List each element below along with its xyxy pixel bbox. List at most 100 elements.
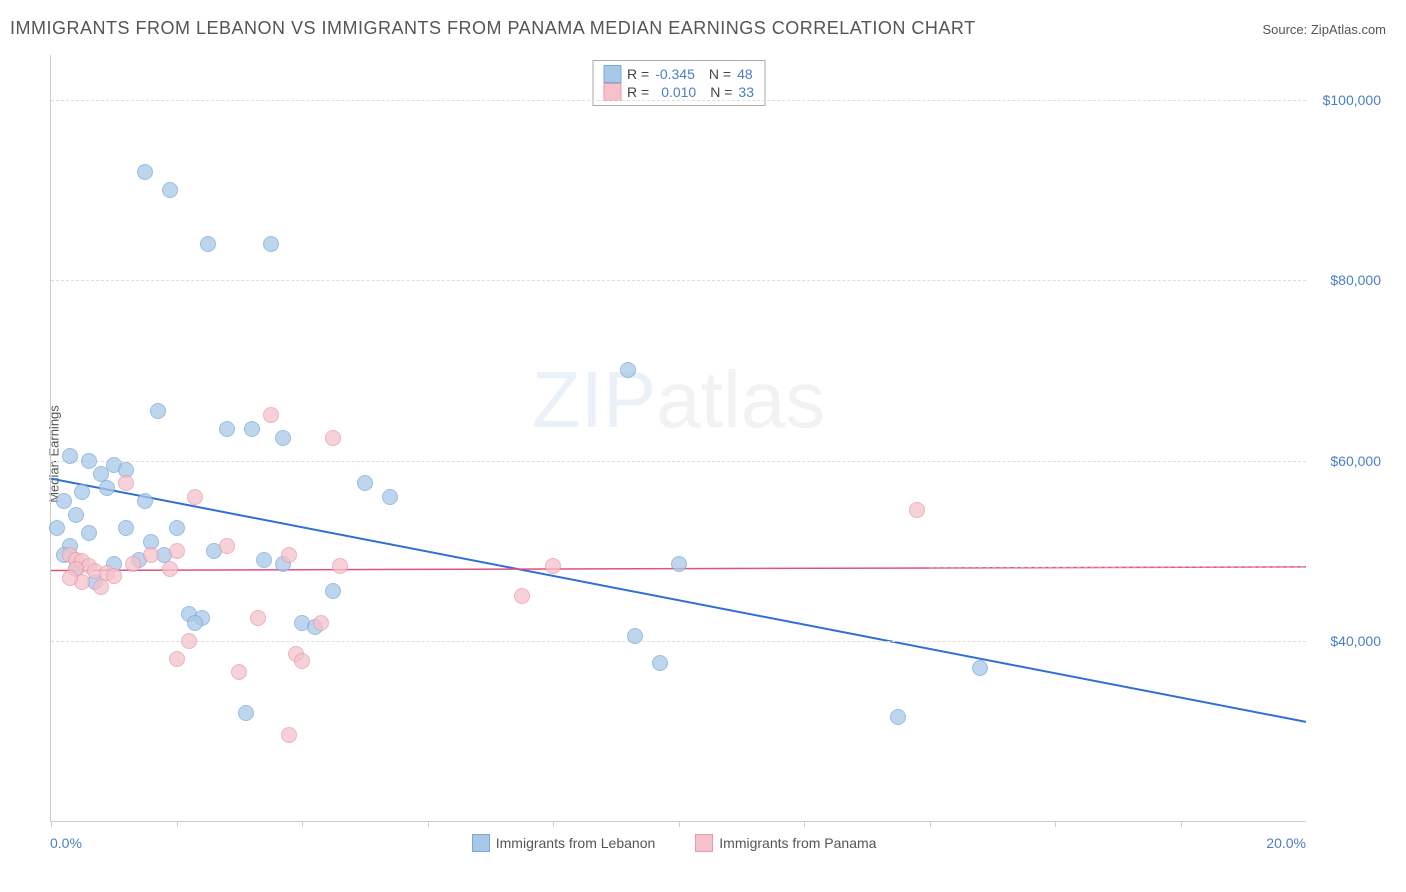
data-point	[169, 651, 185, 667]
ytick-label: $40,000	[1330, 633, 1381, 649]
data-point	[281, 547, 297, 563]
plot-area: ZIPatlas R = -0.345 N = 48 R = 0.010 N =…	[50, 55, 1306, 822]
data-point	[294, 653, 310, 669]
correlation-row-2: R = 0.010 N = 33	[603, 83, 754, 101]
data-point	[200, 236, 216, 252]
data-point	[137, 493, 153, 509]
data-point	[68, 507, 84, 523]
data-point	[238, 705, 254, 721]
data-point	[106, 568, 122, 584]
ytick-label: $100,000	[1323, 92, 1381, 108]
data-point	[275, 430, 291, 446]
data-point	[256, 552, 272, 568]
legend-swatch-lebanon	[472, 834, 490, 852]
swatch-lebanon	[603, 65, 621, 83]
xtick	[51, 821, 52, 827]
data-point	[231, 664, 247, 680]
xtick	[553, 821, 554, 827]
watermark: ZIPatlas	[532, 354, 825, 446]
data-point	[909, 502, 925, 518]
legend-label-lebanon: Immigrants from Lebanon	[496, 835, 656, 851]
legend-center: Immigrants from Lebanon Immigrants from …	[82, 834, 1266, 852]
n-value-2: 33	[738, 84, 754, 100]
data-point	[56, 493, 72, 509]
data-point	[325, 583, 341, 599]
n-label: N =	[710, 84, 732, 100]
data-point	[118, 475, 134, 491]
source-label: Source: ZipAtlas.com	[1262, 22, 1386, 37]
data-point	[125, 556, 141, 572]
data-point	[93, 579, 109, 595]
watermark-zip: ZIP	[532, 355, 656, 444]
correlation-row-1: R = -0.345 N = 48	[603, 65, 754, 83]
data-point	[169, 543, 185, 559]
data-point	[281, 727, 297, 743]
data-point	[620, 362, 636, 378]
data-point	[250, 610, 266, 626]
xtick	[302, 821, 303, 827]
data-point	[514, 588, 530, 604]
data-point	[137, 164, 153, 180]
data-point	[382, 489, 398, 505]
xtick	[1181, 821, 1182, 827]
xtick	[679, 821, 680, 827]
chart-title: IMMIGRANTS FROM LEBANON VS IMMIGRANTS FR…	[10, 18, 976, 39]
watermark-atlas: atlas	[656, 355, 825, 444]
xtick	[1055, 821, 1056, 827]
data-point	[671, 556, 687, 572]
data-point	[62, 570, 78, 586]
data-point	[652, 655, 668, 671]
data-point	[169, 520, 185, 536]
data-point	[972, 660, 988, 676]
data-point	[244, 421, 260, 437]
data-point	[62, 448, 78, 464]
n-value-1: 48	[737, 66, 753, 82]
data-point	[357, 475, 373, 491]
data-point	[49, 520, 65, 536]
gridline	[51, 641, 1306, 642]
legend-swatch-panama	[695, 834, 713, 852]
data-point	[81, 453, 97, 469]
xtick	[177, 821, 178, 827]
gridline	[51, 461, 1306, 462]
data-point	[162, 561, 178, 577]
data-point	[181, 633, 197, 649]
data-point	[545, 558, 561, 574]
ytick-label: $80,000	[1330, 272, 1381, 288]
data-point	[219, 421, 235, 437]
x-label-left: 0.0%	[50, 835, 82, 851]
swatch-panama	[603, 83, 621, 101]
gridline	[51, 100, 1306, 101]
xtick	[804, 821, 805, 827]
xtick	[428, 821, 429, 827]
data-point	[187, 615, 203, 631]
gridline	[51, 280, 1306, 281]
data-point	[313, 615, 329, 631]
n-label: N =	[709, 66, 731, 82]
data-point	[263, 407, 279, 423]
legend-item-lebanon: Immigrants from Lebanon	[472, 834, 656, 852]
legend-label-panama: Immigrants from Panama	[719, 835, 876, 851]
data-point	[143, 547, 159, 563]
data-point	[219, 538, 235, 554]
bottom-legend: 0.0% Immigrants from Lebanon Immigrants …	[50, 834, 1386, 852]
legend-item-panama: Immigrants from Panama	[695, 834, 876, 852]
data-point	[627, 628, 643, 644]
xtick	[930, 821, 931, 827]
data-point	[99, 480, 115, 496]
ytick-label: $60,000	[1330, 453, 1381, 469]
data-point	[81, 525, 97, 541]
x-label-right: 20.0%	[1266, 835, 1306, 851]
r-label: R =	[627, 66, 649, 82]
data-point	[150, 403, 166, 419]
data-point	[263, 236, 279, 252]
chart-container: Median Earnings ZIPatlas R = -0.345 N = …	[50, 55, 1386, 852]
data-point	[332, 558, 348, 574]
data-point	[325, 430, 341, 446]
data-point	[74, 484, 90, 500]
data-point	[118, 520, 134, 536]
data-point	[187, 489, 203, 505]
data-point	[890, 709, 906, 725]
r-value-2: 0.010	[661, 84, 696, 100]
r-label: R =	[627, 84, 649, 100]
